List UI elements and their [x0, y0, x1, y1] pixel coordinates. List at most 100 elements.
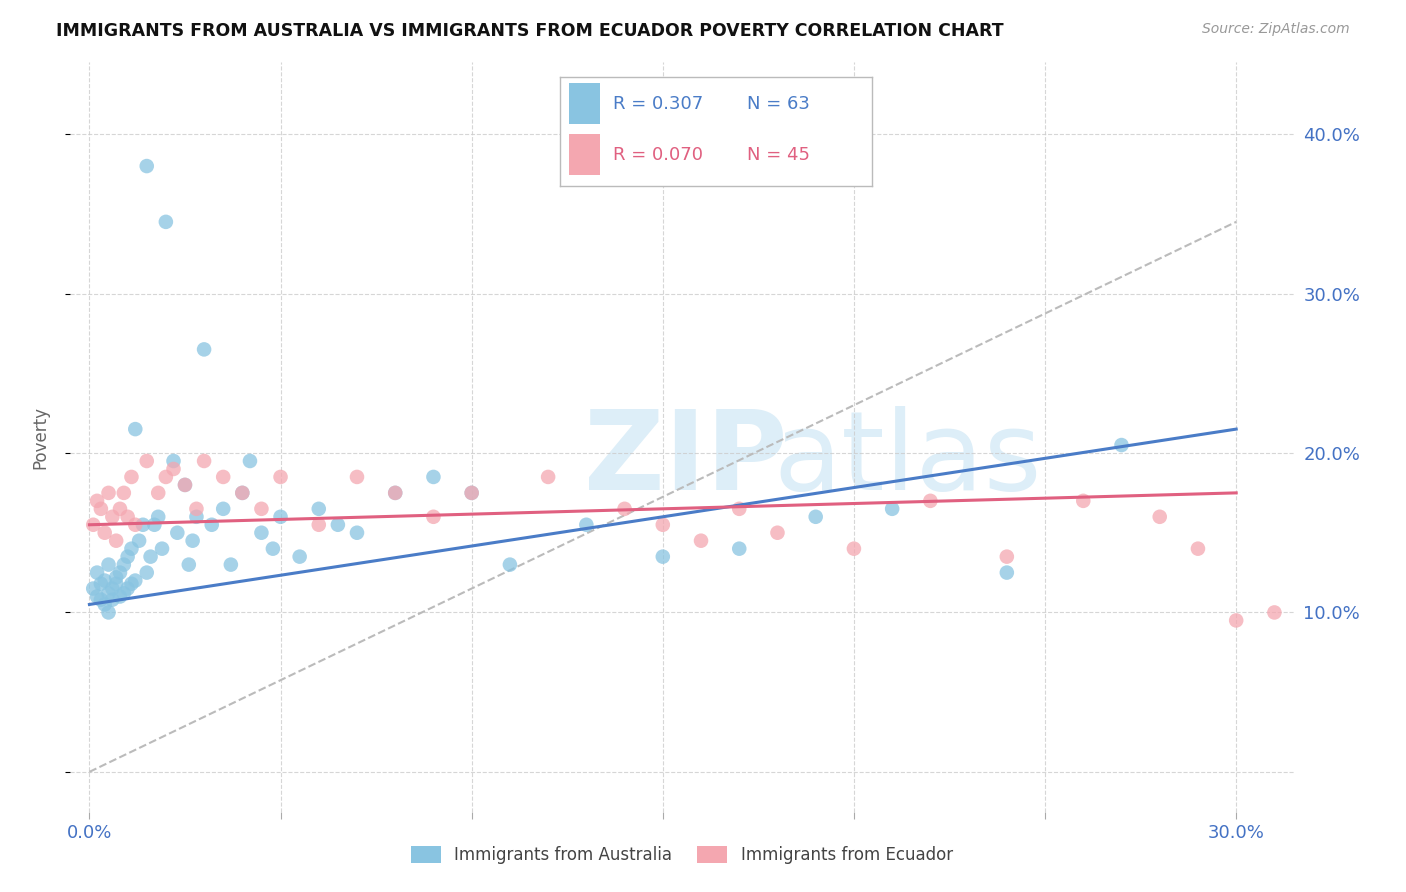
Point	[143, 517, 166, 532]
Point	[1378, 614, 1400, 628]
Point	[101, 582, 124, 596]
Point	[135, 454, 157, 468]
Point	[139, 549, 162, 564]
Point	[162, 462, 184, 476]
Point	[422, 509, 444, 524]
Point	[1340, 334, 1362, 349]
Point	[499, 558, 522, 572]
Point	[651, 549, 673, 564]
Point	[101, 592, 124, 607]
Point	[186, 509, 208, 524]
Text: Source: ZipAtlas.com: Source: ZipAtlas.com	[1202, 22, 1350, 37]
Point	[124, 517, 146, 532]
Point	[384, 486, 406, 500]
Point	[219, 558, 242, 572]
Point	[231, 486, 253, 500]
Point	[155, 215, 177, 229]
Point	[124, 422, 146, 436]
Point	[97, 606, 120, 620]
Point	[105, 570, 128, 584]
Point	[212, 470, 235, 484]
Point	[108, 501, 131, 516]
Point	[97, 586, 120, 600]
Point	[117, 549, 139, 564]
Point	[728, 501, 751, 516]
Point	[1263, 606, 1285, 620]
Point	[239, 454, 262, 468]
Point	[326, 517, 349, 532]
Point	[108, 566, 131, 580]
Point	[1302, 614, 1324, 628]
Point	[177, 558, 200, 572]
Point	[86, 493, 108, 508]
Point	[117, 509, 139, 524]
Point	[842, 541, 865, 556]
Point	[101, 509, 124, 524]
Point	[128, 533, 150, 548]
Point	[166, 525, 188, 540]
Point	[384, 486, 406, 500]
Point	[105, 576, 128, 591]
Point	[121, 470, 143, 484]
Point	[995, 566, 1018, 580]
Point	[90, 592, 112, 607]
Point	[112, 558, 135, 572]
Point	[270, 470, 292, 484]
Point	[186, 501, 208, 516]
Point	[155, 470, 177, 484]
Point	[575, 517, 598, 532]
Point	[212, 501, 235, 516]
Point	[112, 586, 135, 600]
Point	[270, 509, 292, 524]
Point	[995, 549, 1018, 564]
Point	[250, 525, 273, 540]
Point	[135, 159, 157, 173]
Point	[1225, 614, 1247, 628]
Point	[82, 517, 104, 532]
Point	[651, 517, 673, 532]
Y-axis label: Poverty: Poverty	[31, 406, 49, 468]
Point	[288, 549, 311, 564]
Point	[308, 517, 330, 532]
Point	[537, 470, 560, 484]
Point	[112, 486, 135, 500]
Point	[90, 576, 112, 591]
Point	[231, 486, 253, 500]
Point	[193, 343, 215, 357]
Point	[690, 533, 713, 548]
Point	[93, 525, 115, 540]
Point	[121, 541, 143, 556]
Point	[422, 470, 444, 484]
Text: atlas: atlas	[773, 406, 1042, 513]
Point	[93, 574, 115, 588]
Point	[1071, 493, 1094, 508]
Point	[124, 574, 146, 588]
Point	[460, 486, 482, 500]
Point	[882, 501, 904, 516]
Point	[135, 566, 157, 580]
Point	[766, 525, 789, 540]
Point	[90, 501, 112, 516]
Point	[117, 582, 139, 596]
Point	[97, 486, 120, 500]
Point	[174, 478, 197, 492]
Point	[193, 454, 215, 468]
Legend: Immigrants from Australia, Immigrants from Ecuador: Immigrants from Australia, Immigrants fr…	[405, 839, 959, 871]
Point	[86, 590, 108, 604]
Point	[121, 576, 143, 591]
Point	[174, 478, 197, 492]
Text: IMMIGRANTS FROM AUSTRALIA VS IMMIGRANTS FROM ECUADOR POVERTY CORRELATION CHART: IMMIGRANTS FROM AUSTRALIA VS IMMIGRANTS …	[56, 22, 1004, 40]
Point	[262, 541, 284, 556]
Point	[162, 454, 184, 468]
Point	[1111, 438, 1133, 452]
Point	[920, 493, 942, 508]
Point	[148, 509, 170, 524]
Point	[308, 501, 330, 516]
Point	[108, 590, 131, 604]
Point	[460, 486, 482, 500]
Point	[82, 582, 104, 596]
Point	[97, 558, 120, 572]
Point	[201, 517, 224, 532]
Point	[346, 525, 368, 540]
Point	[93, 598, 115, 612]
